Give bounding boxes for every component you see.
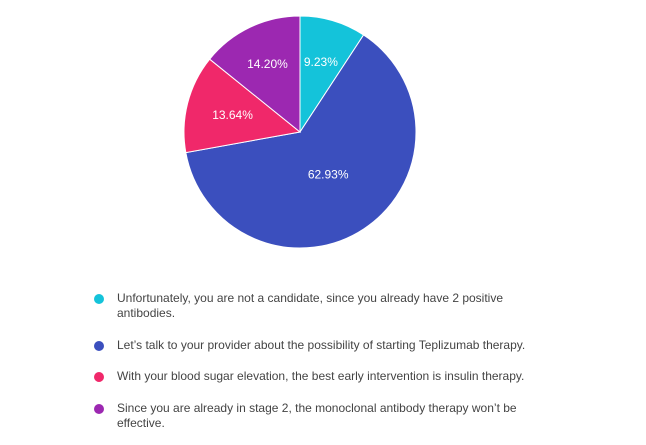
- legend-swatch: [94, 341, 104, 351]
- legend-label: Let’s talk to your provider about the po…: [117, 338, 526, 352]
- pie-slice[interactable]: [185, 34, 417, 249]
- legend-swatch: [94, 372, 104, 382]
- pie-slice[interactable]: [183, 58, 302, 154]
- slice-data-label: 9.23%: [304, 55, 338, 69]
- pie-chart: 9.23% 62.93% 13.64% 14.20%: [183, 15, 417, 249]
- slice-data-label: 14.20%: [247, 57, 288, 71]
- legend-label: With your blood sugar elevation, the bes…: [117, 369, 525, 383]
- slice-data-label: 13.64%: [212, 108, 253, 122]
- legend-item[interactable]: Let’s talk to your provider about the po…: [92, 338, 592, 353]
- legend-item[interactable]: With your blood sugar elevation, the bes…: [92, 369, 592, 384]
- pie-slice[interactable]: [208, 15, 301, 134]
- legend-swatch: [94, 404, 104, 414]
- slice-data-label: 62.93%: [308, 168, 349, 182]
- legend-swatch: [94, 294, 104, 304]
- legend-item[interactable]: Unfortunately, you are not a candidate, …: [92, 291, 592, 321]
- legend: Unfortunately, you are not a candidate, …: [92, 291, 592, 445]
- legend-label: Unfortunately, you are not a candidate, …: [117, 291, 504, 320]
